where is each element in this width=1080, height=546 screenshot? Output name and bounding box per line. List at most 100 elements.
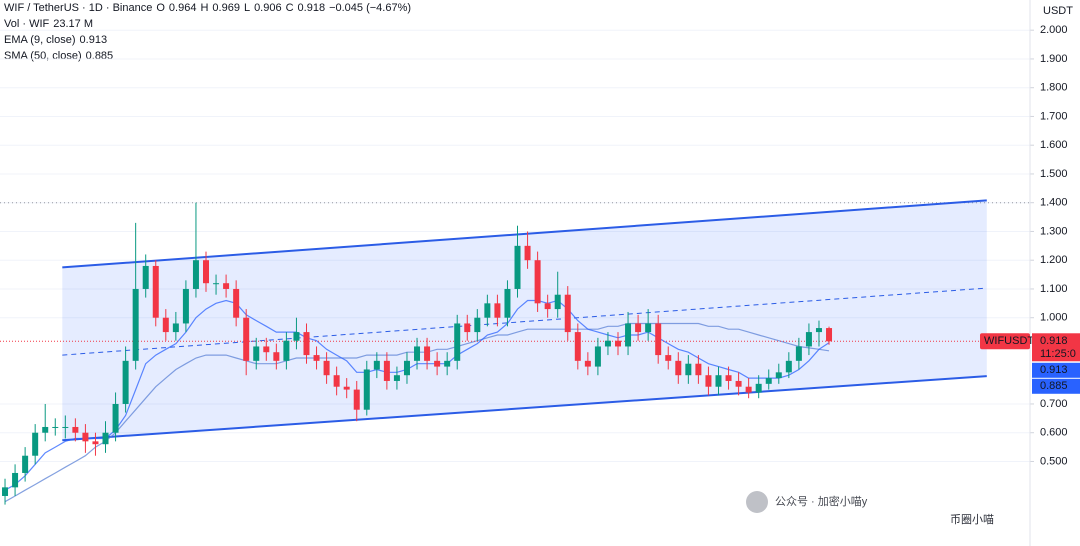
candle-body <box>182 288 189 324</box>
candle-body <box>152 265 159 318</box>
candle-body <box>625 323 632 347</box>
candle-body <box>675 360 682 376</box>
y-tick-label: 1.700 <box>1040 110 1068 122</box>
candle-body <box>112 403 119 433</box>
candle-body <box>745 386 752 393</box>
candle-body <box>775 372 782 379</box>
candle-body <box>514 245 521 289</box>
candle-body <box>604 340 611 347</box>
y-tick-label: 2.000 <box>1040 24 1068 36</box>
candle-body <box>403 360 410 376</box>
candle-body <box>132 288 139 361</box>
ema-label: EMA (9, close) <box>4 34 76 46</box>
open-label: O <box>156 2 165 14</box>
candle-body <box>635 323 642 333</box>
candle-body <box>805 332 812 347</box>
candle-body <box>203 260 209 284</box>
candle-body <box>504 288 511 318</box>
candle-body <box>223 283 230 289</box>
currency-label: USDT <box>1043 5 1073 17</box>
candle-body <box>393 375 400 381</box>
candle-body <box>122 360 129 404</box>
y-tick-label: 1.400 <box>1040 197 1068 209</box>
y-tick-label: 0.500 <box>1040 455 1068 467</box>
channel-upper <box>62 199 987 269</box>
y-tick-label: 1.300 <box>1040 225 1068 237</box>
candle-body <box>524 245 531 261</box>
symbol-tag-bg <box>980 333 1030 350</box>
candle-body <box>584 360 591 367</box>
candle-body <box>343 386 350 390</box>
candle-body <box>92 441 99 445</box>
channel-fill <box>62 200 987 441</box>
channel-middle <box>62 287 987 356</box>
candle-body <box>574 332 581 361</box>
candle-body <box>243 317 250 361</box>
candle-body <box>273 352 280 361</box>
candle-body <box>665 355 672 361</box>
symbol-tag: WIFUSDT <box>984 335 1034 347</box>
candle-body <box>544 303 551 310</box>
ema-value: 0.913 <box>80 34 108 46</box>
candle-body <box>765 378 772 384</box>
symbol: WIF / TetherUS · 1D · Binance <box>4 2 152 14</box>
high-value: 0.969 <box>212 2 240 14</box>
sma-value: 0.885 <box>86 50 114 62</box>
candle-body <box>464 323 471 333</box>
y-tick-label: 1.100 <box>1040 283 1068 295</box>
open-value: 0.964 <box>169 2 197 14</box>
candle-body <box>303 332 310 356</box>
candle-body <box>192 260 199 289</box>
high-label: H <box>200 2 208 14</box>
candle-body <box>564 294 571 333</box>
candle-body <box>534 260 541 304</box>
candle-body <box>22 455 29 473</box>
y-tick-label: 0.600 <box>1040 427 1068 439</box>
candle-body <box>655 323 662 356</box>
y-tick-label: 0.700 <box>1040 398 1068 410</box>
close-value: 0.918 <box>298 2 326 14</box>
ema-tag-bg <box>1032 362 1080 378</box>
sma-tag: 0.885 <box>1040 380 1068 392</box>
candle-body <box>353 389 360 410</box>
candle-body <box>735 380 742 387</box>
candle-body <box>12 472 19 488</box>
candle-body <box>253 346 260 361</box>
volume-label: Vol · WIF <box>4 18 50 30</box>
wechat-icon <box>746 491 768 513</box>
price-tag: 0.918 <box>1040 335 1068 347</box>
candle-body <box>414 346 421 361</box>
candle-body <box>82 432 89 442</box>
y-tick-label: 1.200 <box>1040 254 1068 266</box>
y-tick-label: 1.600 <box>1040 139 1068 151</box>
candle-body <box>645 323 652 333</box>
candle-body <box>233 288 240 318</box>
candle-body <box>293 332 300 341</box>
low-label: L <box>244 2 250 14</box>
low-value: 0.906 <box>254 2 282 14</box>
price-tag-bg <box>1032 333 1080 362</box>
sma-label: SMA (50, close) <box>4 50 82 62</box>
candle-body <box>444 360 451 367</box>
watermark-brand: 币圈小喵 <box>950 513 994 526</box>
candle-body <box>615 340 621 347</box>
candle-body <box>42 426 49 433</box>
candle-body <box>454 323 461 361</box>
candle-body <box>826 328 833 342</box>
candle-body <box>213 283 220 285</box>
candle-body <box>333 375 340 387</box>
candle-body <box>142 265 149 289</box>
candle-body <box>383 360 390 381</box>
candle-body <box>434 360 441 367</box>
candle-body <box>263 346 270 353</box>
volume-value: 23.17 M <box>53 18 93 30</box>
y-tick-label: 1.900 <box>1040 53 1068 65</box>
candle-body <box>785 360 792 373</box>
candle-body <box>484 303 491 318</box>
candle-body <box>162 317 169 333</box>
ema-tag: 0.913 <box>1040 364 1068 376</box>
watermark-wechat: 公众号 · 加密小喵y <box>775 494 868 508</box>
candle-body <box>2 487 9 496</box>
